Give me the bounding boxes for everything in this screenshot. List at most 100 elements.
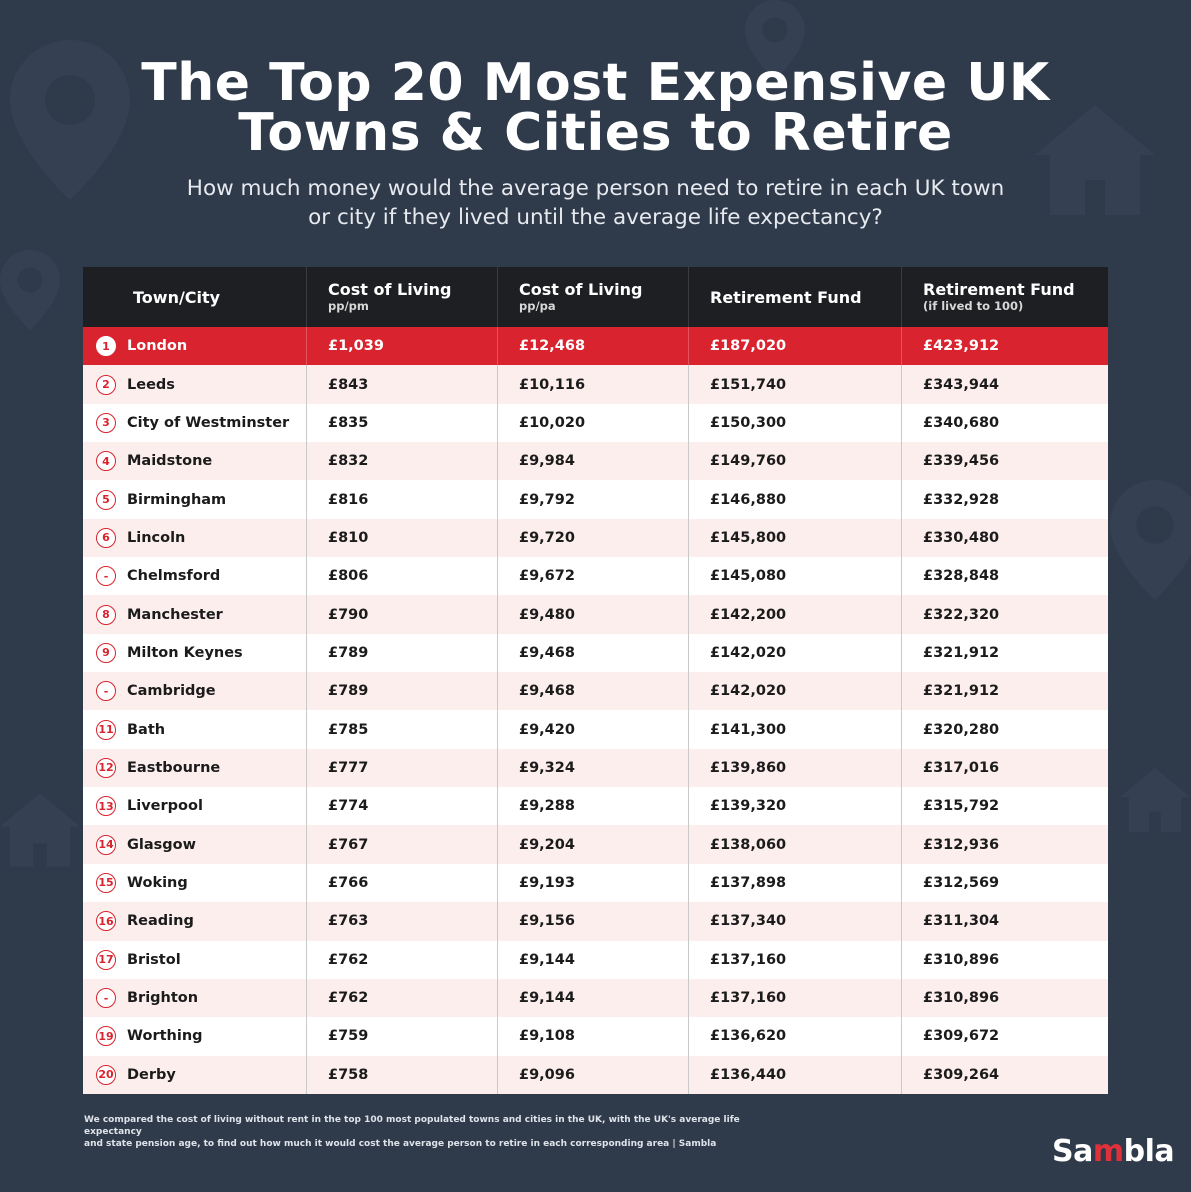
cell-retirement-fund-100: £330,480	[923, 529, 1000, 546]
table-row: 1 London £1,039 £12,468 £187,020 £423,912	[83, 327, 1108, 366]
cell-retirement-fund: £145,080	[689, 557, 902, 596]
cell-cost-per-year: £9,792	[498, 480, 689, 519]
cell-cost-per-year: £9,144	[498, 940, 689, 979]
cell-retirement-fund-100: £322,320	[923, 606, 1000, 623]
cell-town: 6 Lincoln	[83, 518, 307, 558]
cell-cost-per-year: £10,116	[498, 365, 689, 404]
table-body: 1 London £1,039 £12,468 £187,020 £423,912 2 Lee…	[83, 327, 1108, 1094]
cell-retirement-fund: £187,020	[689, 327, 902, 366]
cell-retirement-fund: £137,160	[689, 940, 902, 979]
town-name: Cambridge	[127, 683, 216, 700]
cell-town: 12 Eastbourne	[83, 748, 307, 788]
cell-retirement-fund-100: £310,896	[923, 990, 1000, 1007]
cell-town: 2 Leeds	[83, 365, 307, 404]
subtitle-line-2: or city if they lived until the average …	[308, 205, 883, 230]
town-name: Liverpool	[127, 798, 203, 815]
footnote-line-2: and state pension age, to find out how m…	[84, 1139, 717, 1149]
cell-cost-per-year: £9,156	[498, 902, 689, 941]
cell-cost-per-year: £9,672	[498, 557, 689, 596]
cell-town: 5 Birmingham	[83, 480, 307, 519]
cell-cost-per-month: £789	[307, 672, 498, 711]
town-name: Maidstone	[127, 453, 213, 470]
town-name: Bristol	[127, 951, 181, 968]
cell-retirement-fund-100: £309,672	[923, 1028, 1000, 1045]
cell-cost-per-month: £759	[307, 1017, 498, 1056]
cell-retirement-fund-100: £340,680	[923, 414, 1000, 431]
rank-badge: 16	[96, 911, 116, 932]
cell-retirement-fund: £149,760	[689, 442, 902, 481]
table-row: 13 Liverpool £774 £9,288 £139,320 £315,792	[83, 787, 1108, 826]
cell-cost-per-month: £816	[307, 480, 498, 519]
table-row: 4 Maidstone £832 £9,984 £149,760 £339,456	[83, 442, 1108, 481]
table-row: 12 Eastbourne £777 £9,324 £139,860 £317,016	[83, 748, 1108, 788]
cell-town: 16 Reading	[83, 902, 307, 941]
rank-badge: 3	[96, 412, 116, 433]
cell-retirement-fund-100: £311,304	[923, 913, 1000, 930]
town-name: Chelmsford	[127, 568, 221, 585]
cell-cost-per-year: £9,480	[498, 595, 689, 634]
cell-cost-per-year: £9,420	[498, 710, 689, 749]
cell-cost-per-year: £9,468	[498, 633, 689, 673]
cell-cost-per-year: £9,288	[498, 787, 689, 826]
rank-badge: -	[96, 681, 116, 702]
cell-town: 4 Maidstone	[83, 442, 307, 481]
cell-town: - Brighton	[83, 978, 307, 1018]
cell-retirement-fund: £142,020	[689, 672, 902, 711]
cell-retirement-fund: £139,320	[689, 787, 902, 826]
rank-badge: 2	[96, 374, 116, 395]
rank-badge: 1	[96, 336, 116, 357]
cell-town: 13 Liverpool	[83, 787, 307, 826]
town-name: Brighton	[127, 990, 199, 1007]
cell-cost-per-year: £9,108	[498, 1017, 689, 1056]
header-retirement-fund: Retirement Fund	[689, 267, 902, 327]
town-name: Reading	[127, 913, 194, 930]
cell-town: 19 Worthing	[83, 1017, 307, 1056]
cell-retirement-fund: £137,160	[689, 978, 902, 1018]
cell-retirement-fund-100: £321,912	[923, 683, 1000, 700]
cell-retirement-fund-100: £321,912	[923, 644, 1000, 661]
cell-cost-per-month: £777	[307, 748, 498, 788]
town-name: London	[127, 338, 188, 355]
table-row: 6 Lincoln £810 £9,720 £145,800 £330,480	[83, 518, 1108, 558]
table-row: - Chelmsford £806 £9,672 £145,080 £328,848	[83, 557, 1108, 596]
cell-retirement-fund: £136,440	[689, 1055, 902, 1094]
cell-cost-per-year: £12,468	[498, 327, 689, 366]
cell-retirement-fund-100: £320,280	[923, 721, 1000, 738]
cell-cost-per-month: £762	[307, 978, 498, 1018]
cell-town: 11 Bath	[83, 710, 307, 749]
cell-retirement-fund: £151,740	[689, 365, 902, 404]
cell-town: 9 Milton Keynes	[83, 633, 307, 673]
cell-cost-per-year: £9,193	[498, 863, 689, 903]
subtitle-line-1: How much money would the average person …	[186, 176, 1005, 201]
cell-cost-per-month: £774	[307, 787, 498, 826]
cell-cost-per-year: £9,720	[498, 518, 689, 558]
cell-town: - Chelmsford	[83, 557, 307, 596]
town-name: Leeds	[127, 376, 175, 393]
cell-retirement-fund: £142,020	[689, 633, 902, 673]
cell-town: 15 Woking	[83, 863, 307, 903]
header-sublabel: (if lived to 100)	[923, 299, 1024, 313]
table-row: 9 Milton Keynes £789 £9,468 £142,020 £321,912	[83, 633, 1108, 673]
cell-retirement-fund: £137,340	[689, 902, 902, 941]
footnote-line-1: We compared the cost of living without r…	[84, 1115, 740, 1137]
table-row: 15 Woking £766 £9,193 £137,898 £312,569	[83, 863, 1108, 903]
header-cost-per-year: Cost of Living pp/pa	[498, 267, 689, 327]
logo-text-end: bla	[1123, 1134, 1175, 1169]
page-title: The Top 20 Most Expensive UK Towns & Cit…	[0, 57, 1191, 159]
rank-badge: 12	[96, 757, 116, 778]
header-retirement-fund-100: Retirement Fund (if lived to 100)	[902, 267, 1108, 327]
cell-retirement-fund-100: £312,936	[923, 836, 1000, 853]
header-sublabel: pp/pa	[519, 299, 556, 313]
rank-badge: 15	[96, 872, 116, 893]
cell-town: 20 Derby	[83, 1055, 307, 1094]
town-name: Lincoln	[127, 529, 186, 546]
header-label: Retirement Fund	[710, 287, 862, 307]
cell-cost-per-month: £789	[307, 633, 498, 673]
header-label: Retirement Fund	[923, 280, 1075, 299]
rank-badge: 20	[96, 1064, 116, 1085]
cell-retirement-fund: £136,620	[689, 1017, 902, 1056]
logo-text-accent: m	[1092, 1134, 1124, 1169]
map-pin-icon	[1110, 480, 1191, 600]
town-name: Worthing	[127, 1028, 203, 1045]
table-row: 3 City of Westminster £835 £10,020 £150,300 £…	[83, 403, 1108, 443]
